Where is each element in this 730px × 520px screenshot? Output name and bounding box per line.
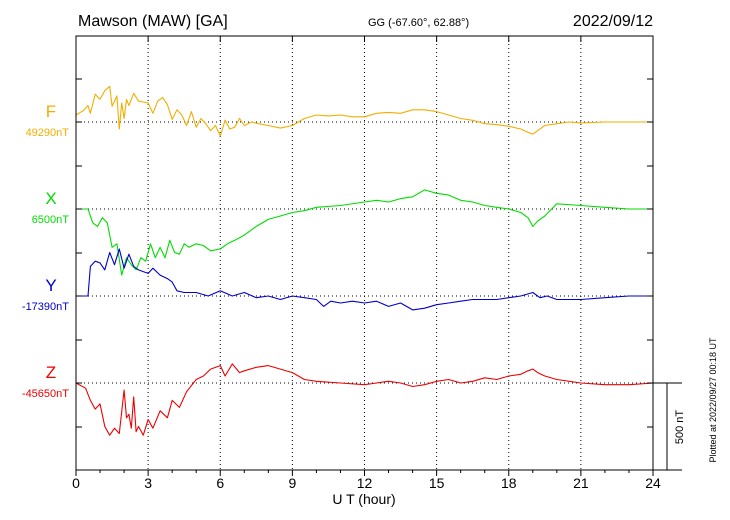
grid-lines — [76, 36, 653, 470]
x-tick-label: 18 — [501, 475, 517, 491]
x-axis-label: U T (hour) — [332, 491, 395, 507]
date-label: 2022/09/12 — [573, 13, 653, 30]
baseline-label-x: 6500nT — [32, 214, 70, 226]
series-name-f: F — [46, 102, 56, 121]
station-title: Mawson (MAW) [GA] — [78, 13, 228, 30]
x-tick-label: 6 — [216, 475, 224, 491]
baseline-label-f: 49290nT — [26, 127, 70, 139]
scale-bar — [653, 382, 682, 471]
x-tick-label: 0 — [72, 475, 80, 491]
traces — [75, 85, 654, 436]
x-tick-label: 12 — [357, 475, 373, 491]
coords-label: GG (-67.60°, 62.88°) — [368, 17, 469, 29]
trace-z — [75, 363, 654, 436]
trace-f — [75, 85, 653, 137]
x-tick-label: 3 — [144, 475, 152, 491]
x-tick-label: 15 — [429, 475, 445, 491]
x-axis-ticks: 0 3 6 9 12 15 18 21 24 — [72, 35, 661, 491]
series-name-y: Y — [45, 276, 56, 295]
x-tick-label: 24 — [645, 475, 661, 491]
series-name-z: Z — [46, 363, 56, 382]
channel-labels: F 49290nT X 6500nT Y -17390nT Z -45650nT — [22, 102, 69, 400]
x-tick-label: 9 — [288, 475, 296, 491]
scale-bar-label: 500 nT — [674, 410, 686, 445]
plotted-at-note: Plotted at 2022/09/27 00:18 UT — [708, 337, 718, 463]
trace-y — [76, 248, 653, 311]
trace-x — [76, 189, 653, 276]
baseline-label-y: -17390nT — [22, 301, 69, 313]
baseline-label-z: -45650nT — [22, 388, 69, 400]
x-tick-label: 21 — [573, 475, 589, 491]
series-name-x: X — [45, 189, 56, 208]
